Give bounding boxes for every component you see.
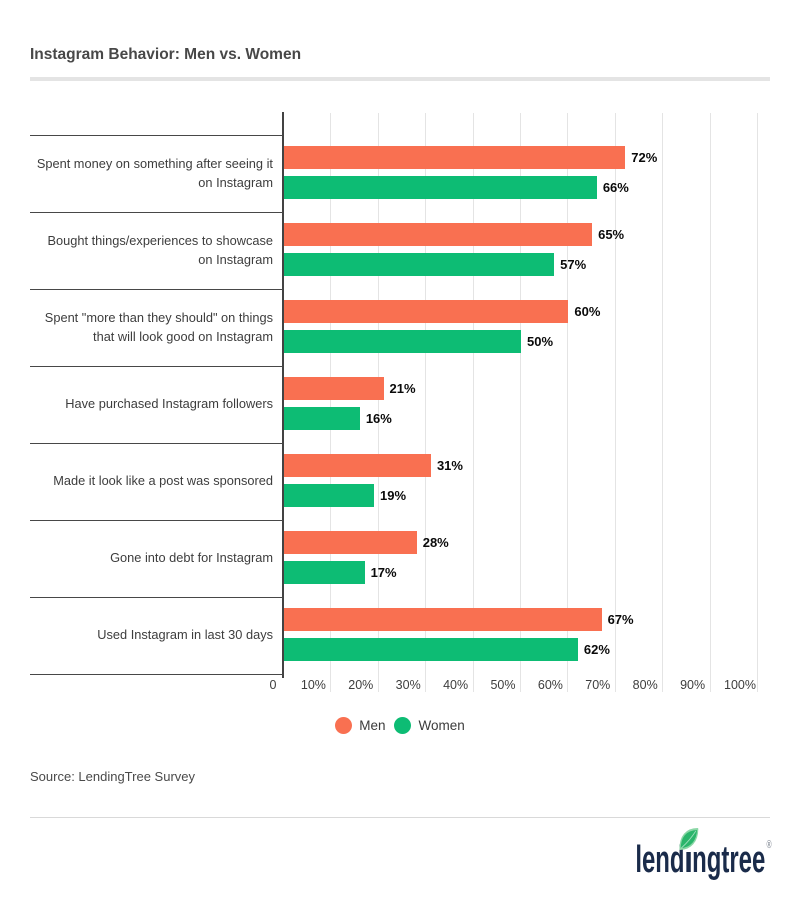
title-divider: [30, 77, 770, 81]
row-separator: [30, 674, 283, 675]
gridline: [662, 113, 664, 692]
bar-men: [284, 608, 602, 631]
gridline: [330, 113, 332, 692]
legend-label: Women: [418, 718, 465, 733]
category-label: Made it look like a post was sponsored: [53, 473, 273, 489]
axis-tick-label: 30%: [395, 678, 421, 692]
legend-label: Men: [359, 718, 386, 733]
row-separator: [30, 289, 283, 290]
row-separator: [30, 597, 283, 598]
gridline: [709, 113, 711, 692]
leaf-icon: [678, 828, 698, 850]
bar-value-label: 28%: [422, 535, 449, 550]
legend-item-women: Women: [394, 717, 465, 734]
category-label: Bought things/experiences to showcase on…: [47, 232, 273, 267]
axis-tick-label: 60%: [537, 678, 563, 692]
gridline: [425, 113, 427, 692]
bar-women: [284, 484, 375, 507]
bar-women: [284, 253, 555, 276]
gridline: [520, 113, 521, 692]
lendingtree-logo: lend ngtree®: [634, 828, 772, 882]
bar-men: [284, 146, 626, 169]
chart-title: Instagram Behavior: Men vs. Women: [30, 46, 302, 63]
bar-men: [284, 223, 593, 246]
bar-value-label: 65%: [598, 227, 625, 242]
logo-text-post: ngtree: [691, 839, 765, 881]
bar-value-label: 72%: [631, 150, 658, 165]
bar-men: [284, 377, 384, 400]
footer-divider: [30, 817, 770, 818]
bar-chart: Spent money on something after seeing it…: [30, 112, 758, 692]
category-label: Spent "more than they should" on things …: [44, 309, 273, 344]
bar-value-label: 16%: [365, 411, 392, 426]
axis-tick-label: 40%: [443, 678, 469, 692]
axis-tick-label: 90%: [680, 678, 706, 692]
bar-value-label: 57%: [560, 257, 587, 272]
logo-text-pre: lend: [634, 839, 685, 881]
legend-item-men: Men: [335, 717, 385, 734]
legend-dot-men: [335, 717, 353, 734]
bar-men: [284, 454, 431, 477]
bar-women: [284, 638, 578, 661]
bar-men: [284, 531, 417, 554]
axis-tick-label: 100%: [724, 678, 756, 692]
axis-tick-label: 70%: [585, 678, 611, 692]
axis-tick-label: 50%: [490, 678, 516, 692]
row-separator: [30, 366, 283, 367]
logo-i-stem: [678, 828, 698, 872]
bar-women: [284, 561, 365, 584]
bar-value-label: 19%: [380, 488, 407, 503]
row-separator: [30, 443, 283, 444]
row-separator: [30, 520, 283, 521]
gridline: [614, 113, 616, 692]
row-separator: [30, 212, 283, 213]
bar-value-label: 31%: [436, 458, 463, 473]
bar-men: [284, 300, 569, 323]
bar-value-label: 66%: [602, 180, 629, 195]
category-label: Spent money on something after seeing it…: [36, 155, 273, 190]
gridline: [757, 113, 758, 692]
bar-value-label: 21%: [389, 381, 416, 396]
axis-tick-label: 20%: [348, 678, 374, 692]
gridline: [567, 113, 569, 692]
bar-value-label: 60%: [574, 304, 601, 319]
gridline: [377, 113, 379, 692]
bar-women: [284, 176, 597, 199]
category-label: Gone into debt for Instagram: [110, 550, 273, 566]
category-label: Used Instagram in last 30 days: [97, 627, 273, 643]
axis-tick-label: 0: [269, 678, 277, 692]
bar-value-label: 17%: [370, 565, 397, 580]
bar-value-label: 50%: [527, 334, 554, 349]
registered-trademark-icon: ®: [766, 839, 772, 852]
source-note: Source: LendingTree Survey: [30, 769, 196, 784]
axis-tick-label: 10%: [300, 678, 326, 692]
y-axis-line: [282, 112, 284, 678]
legend-dot-women: [394, 717, 412, 734]
bar-value-label: 67%: [607, 612, 634, 627]
bar-value-label: 62%: [583, 642, 610, 657]
row-separator: [30, 135, 283, 136]
bar-women: [284, 407, 360, 430]
chart-legend: Men Women: [0, 717, 800, 734]
gridline: [472, 113, 474, 692]
bar-women: [284, 330, 521, 353]
category-label: Have purchased Instagram followers: [65, 396, 273, 412]
axis-tick-label: 80%: [632, 678, 658, 692]
